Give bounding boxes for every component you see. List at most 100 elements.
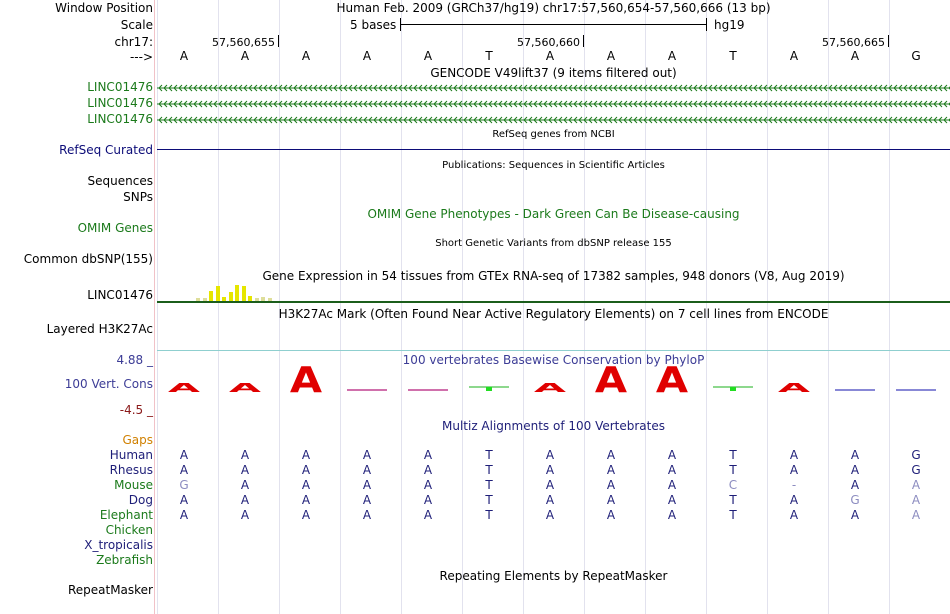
strand-chevron [573,100,578,108]
strand-chevron [448,100,453,108]
strand-chevron [538,84,543,92]
strand-chevron [413,100,418,108]
strand-chevron [178,100,183,108]
gtex-tissue-bar[interactable] [248,296,252,301]
strand-chevron [763,116,768,124]
omim-genes-label[interactable]: OMIM Genes [77,221,153,235]
strand-chevron [248,84,253,92]
strand-chevron [888,84,893,92]
strand-chevron [583,100,588,108]
gtex-tissue-bar[interactable] [209,291,213,301]
strand-chevron [773,100,778,108]
gtex-track-title[interactable]: Gene Expression in 54 tissues from GTEx … [262,269,845,283]
scale-assembly-label: hg19 [714,18,745,32]
gencode-transcript[interactable] [157,114,950,126]
column-guide-line [828,0,829,614]
gencode-row-label[interactable]: LINC01476 [87,96,153,110]
strand-chevron [713,84,718,92]
repeatmasker-track-title[interactable]: Repeating Elements by RepeatMasker [439,569,668,583]
multiz-species-label[interactable]: Zebrafish [96,553,153,567]
strand-chevron [608,84,613,92]
gtex-tissue-bar[interactable] [261,297,265,301]
strand-chevron [673,116,678,124]
multiz-species-label[interactable]: Mouse [114,478,153,492]
gtex-tissue-bar[interactable] [241,286,246,301]
repeatmasker-label[interactable]: RepeatMasker [67,583,153,597]
gencode-row-label[interactable]: LINC01476 [87,112,153,126]
publications-snps-label[interactable]: SNPs [123,190,153,204]
reference-base: A [850,49,860,63]
strand-chevron [248,116,253,124]
phylop-label[interactable]: 100 Vert. Cons [64,377,153,391]
strand-chevron [488,84,493,92]
gtex-tissue-bar[interactable] [235,285,239,301]
strand-chevron [543,100,548,108]
phylop-letter: A [778,381,811,395]
strand-chevron [638,100,643,108]
dbsnp-label[interactable]: Common dbSNP(155) [23,252,153,266]
strand-chevron [343,84,348,92]
strand-chevron [848,100,853,108]
gtex-tissue-bar[interactable] [228,292,233,301]
gtex-tissue-bar[interactable] [222,297,226,301]
gtex-tissue-bar[interactable] [196,298,200,301]
multiz-species-label[interactable]: Chicken [105,523,153,537]
multiz-species-label[interactable]: X_tropicalis [84,538,153,552]
publications-sequences-label[interactable]: Sequences [87,174,153,188]
strand-chevron [533,116,538,124]
strand-chevron [658,84,663,92]
strand-chevron [848,116,853,124]
window-position-value: Human Feb. 2009 (GRCh37/hg19) chr17:57,5… [336,1,771,15]
strand-chevron [193,100,198,108]
strand-chevron [498,100,503,108]
gencode-row-label[interactable]: LINC01476 [87,80,153,94]
strand-chevron [508,116,513,124]
strand-chevron [253,100,258,108]
h3k27ac-track-title[interactable]: H3K27Ac Mark (Often Found Near Active Re… [278,307,829,321]
refseq-gene-line[interactable] [157,149,950,150]
strand-chevron [883,100,888,108]
coord-tick-mark [278,35,279,47]
strand-chevron [428,116,433,124]
phylop-track-title[interactable]: 100 vertebrates Basewise Conservation by… [402,353,705,367]
strand-chevron [428,84,433,92]
multiz-species-label[interactable]: Rhesus [109,463,153,477]
multiz-species-label[interactable]: Dog [128,493,153,507]
multiz-track-title[interactable]: Multiz Alignments of 100 Vertebrates [441,419,666,433]
strand-chevron [388,84,393,92]
strand-chevron [838,84,843,92]
strand-chevron [208,84,213,92]
gtex-tissue-bar[interactable] [215,286,220,301]
strand-chevron [743,84,748,92]
gtex-tissue-bar[interactable] [202,298,207,301]
strand-chevron [433,100,438,108]
gtex-tissue-bar[interactable] [254,298,259,301]
scale-bar [400,24,706,25]
publications-track-title[interactable]: Publications: Sequences in Scientific Ar… [442,160,665,171]
strand-chevron [258,100,263,108]
strand-chevron [288,116,293,124]
refseq-curated-label[interactable]: RefSeq Curated [59,143,153,157]
gtex-tissue-bar[interactable] [267,298,272,301]
gtex-gene-label[interactable]: LINC01476 [87,288,153,302]
h3k27ac-label[interactable]: Layered H3K27Ac [46,322,153,336]
column-guide-line [218,0,219,614]
strand-chevron [908,100,913,108]
gencode-transcript[interactable] [157,82,950,94]
multiz-gaps-label[interactable]: Gaps [122,433,153,447]
multiz-species-label[interactable]: Elephant [99,508,153,522]
multiz-species-label[interactable]: Human [109,448,153,462]
strand-chevron [788,116,793,124]
strand-chevron [943,84,948,92]
dbsnp-track-title[interactable]: Short Genetic Variants from dbSNP releas… [435,238,672,249]
strand-chevron [603,84,608,92]
refseq-track-title[interactable]: RefSeq genes from NCBI [492,129,615,140]
strand-chevron [838,100,843,108]
gencode-track-title[interactable]: GENCODE V49lift37 (9 items filtered out) [430,66,677,80]
omim-track-title[interactable]: OMIM Gene Phenotypes - Dark Green Can Be… [367,207,740,221]
strand-chevron [688,116,693,124]
strand-chevron [458,116,463,124]
gtex-gene-line[interactable] [157,301,950,303]
gencode-transcript[interactable] [157,98,950,110]
